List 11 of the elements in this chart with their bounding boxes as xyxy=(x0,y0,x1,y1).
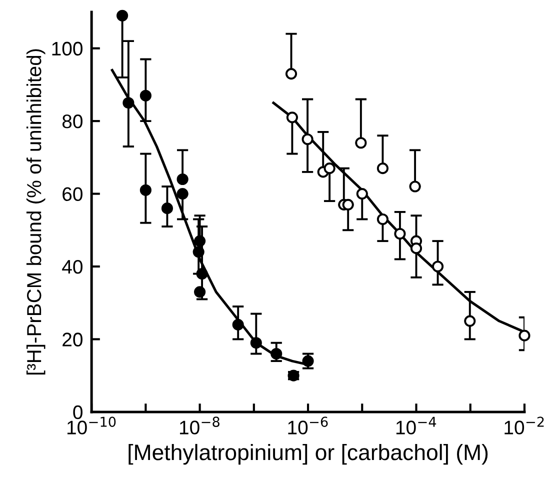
y-tick-label: 100 xyxy=(52,42,82,56)
x-tick-label: 10$^{−8}$ xyxy=(180,416,220,434)
x-tick-label: 10$^{−4}$ xyxy=(396,416,436,434)
y-tick-label: 40 xyxy=(62,260,82,274)
y-tick-label: 60 xyxy=(62,187,82,202)
x-tick-label: 10$^{−2}$ xyxy=(504,416,544,434)
y-tick-label: 20 xyxy=(62,332,82,346)
y-axis-title: [³H]-PrBCM bound (% of uninhibited) xyxy=(26,49,46,374)
y-tick-label: 80 xyxy=(62,114,82,128)
x-tick-label: 10$^{−6}$ xyxy=(288,416,328,434)
x-axis-title: [Methylatropinium] or [carbachol] (M) xyxy=(128,444,488,465)
